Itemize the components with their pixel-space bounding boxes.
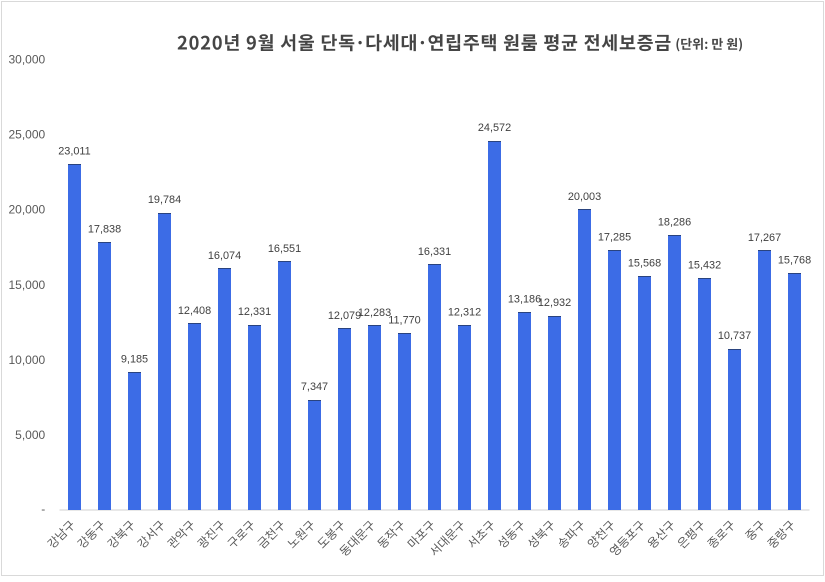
svg-text:10,737: 10,737 [718, 330, 751, 342]
svg-text:15,432: 15,432 [688, 260, 721, 272]
svg-text:7,347: 7,347 [301, 381, 328, 393]
svg-text:15,768: 15,768 [778, 255, 811, 267]
svg-text:13,186: 13,186 [508, 293, 541, 305]
svg-text:12,932: 12,932 [538, 297, 571, 309]
svg-text:10,000: 10,000 [8, 353, 45, 367]
svg-text:12,312: 12,312 [448, 307, 481, 319]
svg-text:17,838: 17,838 [88, 223, 121, 235]
svg-text:23,011: 23,011 [58, 146, 91, 158]
svg-text:16,331: 16,331 [418, 246, 451, 258]
svg-text:17,285: 17,285 [598, 232, 631, 244]
svg-text:16,551: 16,551 [268, 243, 301, 255]
svg-text:12,079: 12,079 [328, 310, 361, 322]
svg-text:15,000: 15,000 [8, 278, 45, 292]
svg-text:24,572: 24,572 [478, 122, 511, 134]
svg-text:18,286: 18,286 [658, 217, 691, 229]
svg-text:20,003: 20,003 [568, 191, 601, 203]
svg-text:9,185: 9,185 [121, 354, 148, 366]
svg-text:17,267: 17,267 [748, 232, 781, 244]
svg-text:20,000: 20,000 [8, 203, 45, 217]
svg-text:5,000: 5,000 [15, 428, 45, 442]
svg-text:12,408: 12,408 [178, 305, 211, 317]
svg-text:25,000: 25,000 [8, 128, 45, 142]
svg-text:19,784: 19,784 [148, 194, 181, 206]
svg-text:15,568: 15,568 [628, 258, 661, 270]
svg-text:16,074: 16,074 [208, 250, 241, 262]
svg-text:11,770: 11,770 [388, 315, 421, 327]
svg-text:12,283: 12,283 [358, 307, 391, 319]
svg-text:30,000: 30,000 [8, 52, 45, 66]
svg-text:-: - [41, 502, 45, 516]
svg-text:12,331: 12,331 [238, 306, 271, 318]
